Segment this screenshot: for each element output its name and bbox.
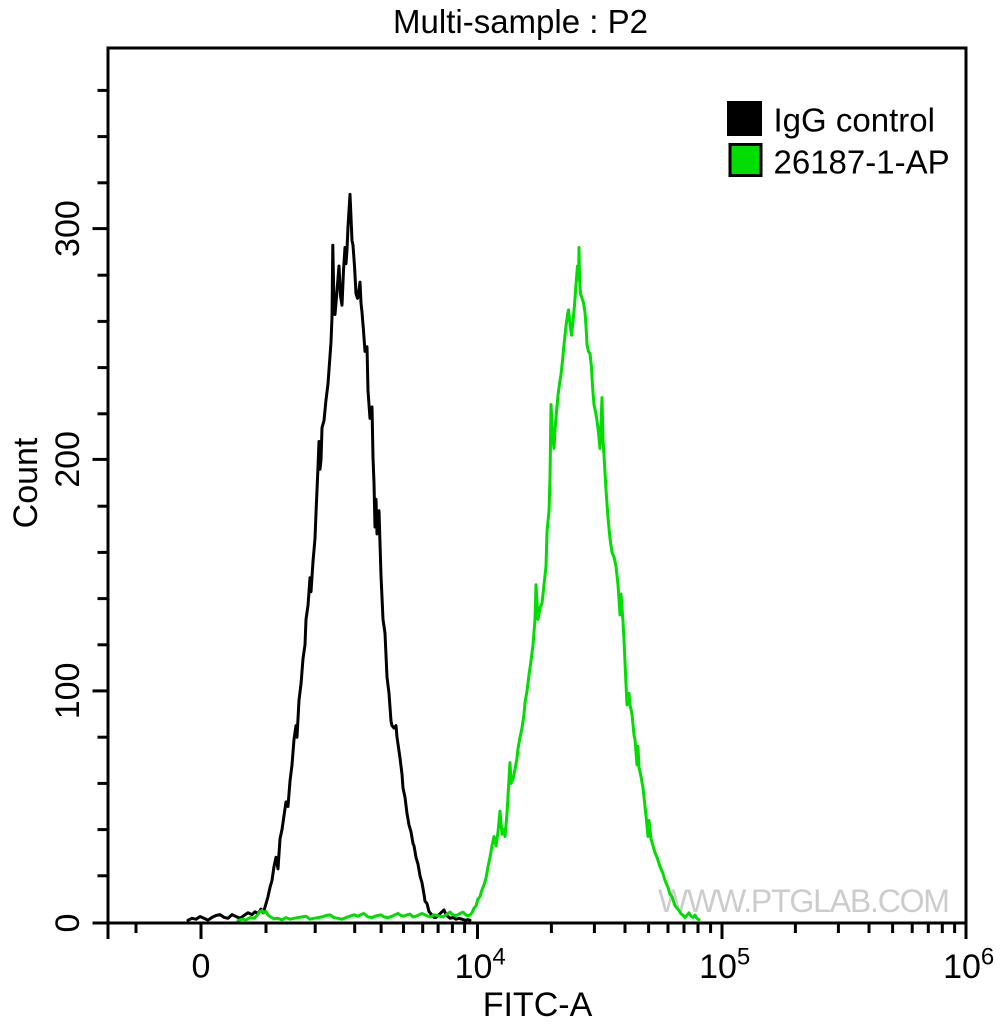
svg-text:WWW.PTGLAB.COM: WWW.PTGLAB.COM [660, 885, 951, 921]
svg-text:IgG control: IgG control [774, 102, 935, 139]
svg-text:0: 0 [192, 948, 211, 986]
svg-text:FITC-A: FITC-A [483, 986, 593, 1024]
svg-text:Count: Count [7, 437, 45, 528]
svg-text:26187-1-AP: 26187-1-AP [774, 144, 950, 181]
svg-text:0: 0 [49, 914, 87, 933]
svg-text:Multi-sample : P2: Multi-sample : P2 [393, 3, 648, 40]
svg-text:300: 300 [49, 200, 87, 257]
svg-text:100: 100 [49, 663, 87, 720]
svg-text:200: 200 [49, 431, 87, 488]
svg-text:WWW.PTGLAB.COM: WWW.PTGLAB.COM [658, 883, 949, 919]
svg-text:104: 104 [455, 944, 506, 987]
